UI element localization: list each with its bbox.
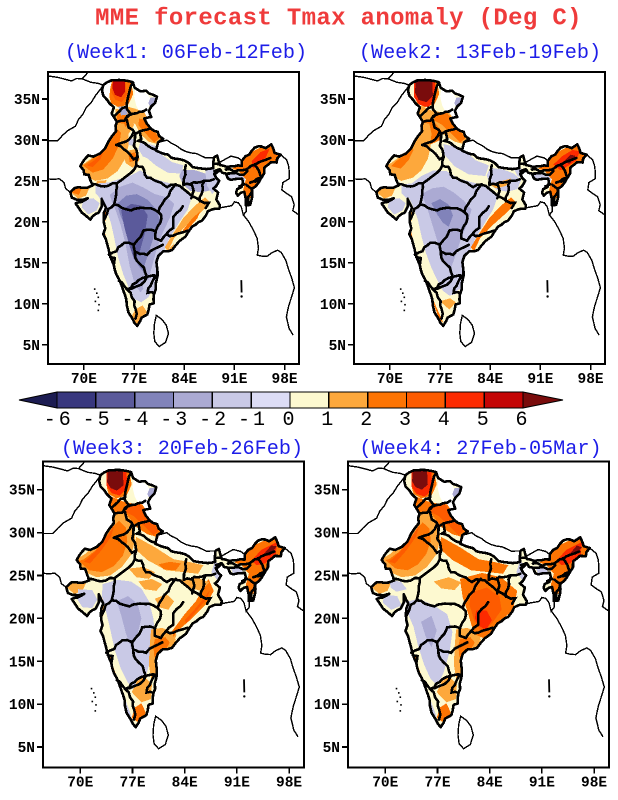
svg-text:84E: 84E — [477, 372, 503, 388]
svg-text:70E: 70E — [372, 776, 398, 792]
svg-text:5N: 5N — [18, 741, 35, 757]
svg-text:-5: -5 — [83, 409, 113, 432]
svg-text:15N: 15N — [9, 655, 35, 671]
svg-text:20N: 20N — [314, 612, 340, 628]
svg-text:2: 2 — [360, 409, 375, 432]
svg-text:35N: 35N — [314, 484, 340, 500]
svg-text:30N: 30N — [320, 134, 346, 150]
svg-text:70E: 70E — [71, 372, 97, 388]
svg-text:35N: 35N — [14, 93, 40, 109]
svg-text:(Week4: 27Feb-05Mar): (Week4: 27Feb-05Mar) — [359, 438, 601, 461]
svg-text:4: 4 — [438, 409, 453, 432]
svg-text:3: 3 — [399, 409, 414, 432]
svg-text:MME forecast Tmax anomaly (Deg: MME forecast Tmax anomaly (Deg C) — [95, 6, 582, 33]
svg-text:77E: 77E — [119, 776, 145, 792]
svg-text:35N: 35N — [9, 484, 35, 500]
svg-text:77E: 77E — [424, 776, 450, 792]
svg-text:98E: 98E — [581, 776, 607, 792]
svg-text:98E: 98E — [272, 372, 298, 388]
svg-text:30N: 30N — [9, 527, 35, 543]
svg-text:10N: 10N — [9, 698, 35, 714]
svg-text:(Week3: 20Feb-26Feb): (Week3: 20Feb-26Feb) — [61, 438, 303, 461]
svg-text:5: 5 — [477, 409, 492, 432]
svg-text:30N: 30N — [14, 134, 40, 150]
svg-text:84E: 84E — [171, 372, 197, 388]
svg-text:-2: -2 — [199, 409, 229, 432]
svg-text:84E: 84E — [477, 776, 503, 792]
svg-text:25N: 25N — [314, 570, 340, 586]
svg-text:10N: 10N — [320, 298, 346, 314]
svg-text:77E: 77E — [121, 372, 147, 388]
svg-text:91E: 91E — [221, 372, 247, 388]
svg-text:77E: 77E — [427, 372, 453, 388]
svg-text:(Week1: 06Feb-12Feb): (Week1: 06Feb-12Feb) — [65, 42, 307, 65]
svg-text:98E: 98E — [578, 372, 604, 388]
svg-text:(Week2: 13Feb-19Feb): (Week2: 13Feb-19Feb) — [359, 42, 601, 65]
svg-text:10N: 10N — [14, 298, 40, 314]
svg-text:25N: 25N — [14, 175, 40, 191]
svg-text:1: 1 — [321, 409, 336, 432]
svg-text:6: 6 — [515, 409, 530, 432]
svg-text:20N: 20N — [320, 216, 346, 232]
svg-text:15N: 15N — [320, 257, 346, 273]
svg-text:98E: 98E — [276, 776, 302, 792]
svg-text:-6: -6 — [44, 409, 74, 432]
svg-text:-3: -3 — [160, 409, 190, 432]
svg-text:20N: 20N — [9, 612, 35, 628]
svg-text:91E: 91E — [529, 776, 555, 792]
svg-text:91E: 91E — [224, 776, 250, 792]
svg-text:91E: 91E — [527, 372, 553, 388]
svg-text:25N: 25N — [9, 570, 35, 586]
svg-text:20N: 20N — [14, 216, 40, 232]
svg-text:0: 0 — [282, 409, 297, 432]
svg-text:-4: -4 — [121, 409, 151, 432]
svg-text:5N: 5N — [23, 339, 40, 355]
svg-text:25N: 25N — [320, 175, 346, 191]
svg-text:10N: 10N — [314, 698, 340, 714]
svg-text:70E: 70E — [377, 372, 403, 388]
svg-text:70E: 70E — [67, 776, 93, 792]
svg-text:-1: -1 — [238, 409, 268, 432]
svg-text:5N: 5N — [323, 741, 340, 757]
svg-text:5N: 5N — [329, 339, 346, 355]
svg-text:35N: 35N — [320, 93, 346, 109]
svg-text:84E: 84E — [172, 776, 198, 792]
svg-text:15N: 15N — [14, 257, 40, 273]
svg-text:30N: 30N — [314, 527, 340, 543]
svg-text:15N: 15N — [314, 655, 340, 671]
